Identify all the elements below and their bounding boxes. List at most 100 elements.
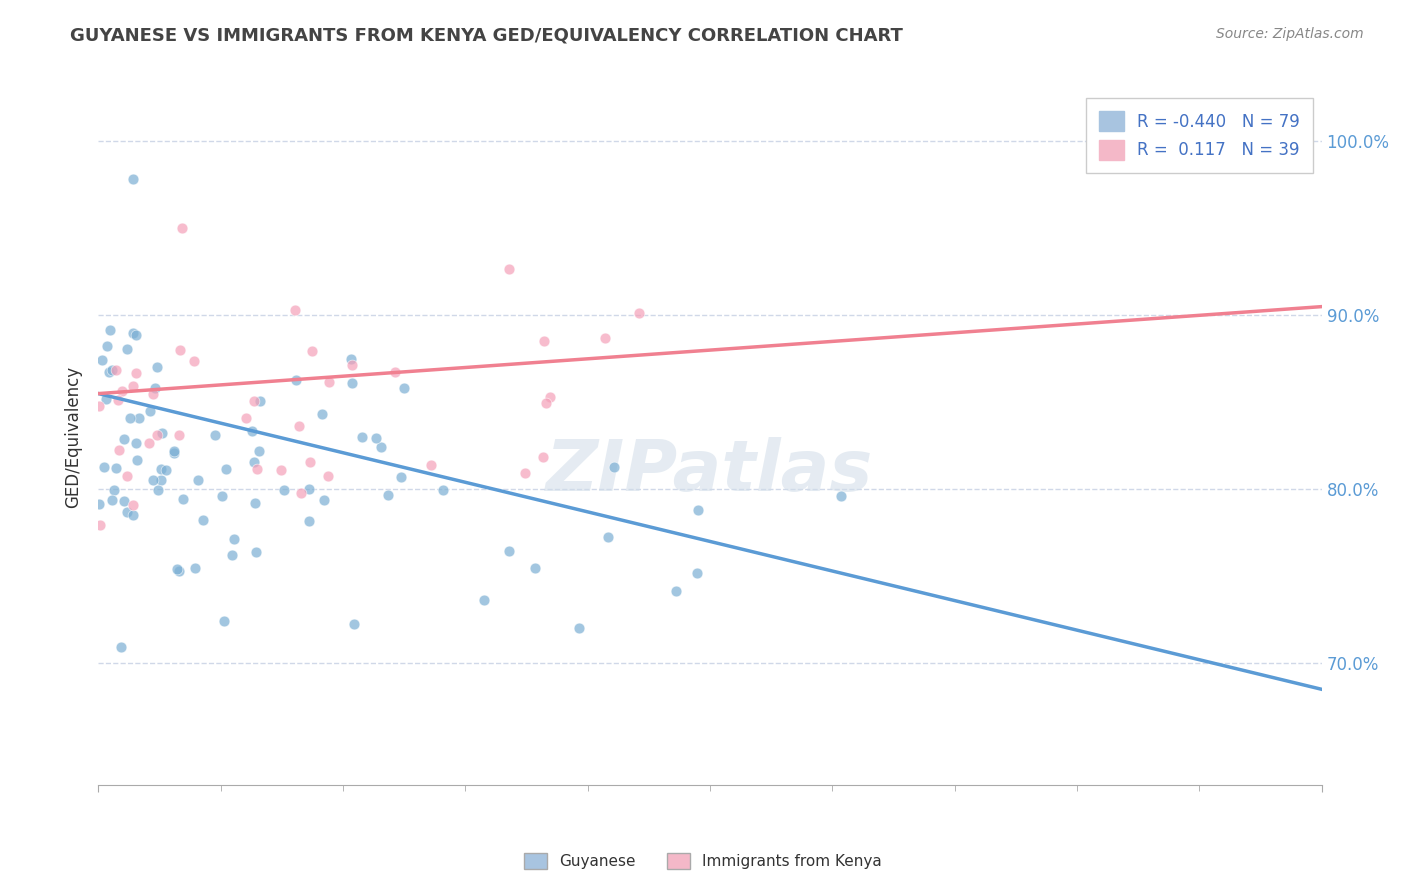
Point: [538, 390, 561, 404]
Point: [472, 593, 495, 607]
Point: [166, 562, 188, 576]
Point: [138, 404, 160, 418]
Point: [235, 411, 257, 425]
Point: [191, 513, 214, 527]
Point: [183, 354, 205, 368]
Point: [108, 443, 131, 458]
Point: [627, 306, 650, 320]
Point: [125, 436, 148, 450]
Point: [169, 427, 191, 442]
Point: [536, 396, 558, 410]
Y-axis label: GED/Equivalency: GED/Equivalency: [65, 366, 83, 508]
Point: [243, 393, 266, 408]
Point: [96, 339, 118, 353]
Point: [125, 366, 148, 380]
Point: [104, 363, 127, 377]
Point: [350, 430, 373, 444]
Point: [167, 564, 190, 578]
Text: ZIPatlas: ZIPatlas: [547, 437, 873, 507]
Point: [394, 381, 416, 395]
Point: [420, 458, 443, 473]
Point: [169, 343, 191, 357]
Point: [97, 365, 120, 379]
Point: [830, 489, 852, 503]
Point: [498, 261, 520, 276]
Point: [316, 469, 339, 483]
Point: [389, 470, 412, 484]
Point: [117, 468, 139, 483]
Point: [270, 463, 292, 477]
Point: [340, 352, 363, 367]
Point: [110, 640, 132, 655]
Point: [143, 381, 166, 395]
Point: [340, 358, 363, 372]
Point: [142, 387, 165, 401]
Point: [146, 359, 169, 374]
Point: [138, 436, 160, 450]
Legend: Guyanese, Immigrants from Kenya: Guyanese, Immigrants from Kenya: [519, 847, 887, 875]
Point: [298, 455, 321, 469]
Point: [240, 424, 263, 438]
Point: [245, 545, 267, 559]
Point: [288, 418, 311, 433]
Point: [121, 498, 143, 512]
Point: [533, 334, 555, 348]
Point: [149, 473, 172, 487]
Point: [100, 362, 122, 376]
Point: [121, 172, 143, 186]
Point: [125, 327, 148, 342]
Point: [149, 462, 172, 476]
Point: [155, 463, 177, 477]
Legend: R = -0.440   N = 79, R =  0.117   N = 39: R = -0.440 N = 79, R = 0.117 N = 39: [1085, 97, 1313, 173]
Point: [568, 621, 591, 635]
Point: [685, 566, 707, 580]
Point: [498, 544, 520, 558]
Point: [533, 450, 555, 465]
Point: [125, 453, 148, 467]
Point: [298, 482, 321, 496]
Point: [163, 444, 186, 458]
Point: [212, 615, 235, 629]
Point: [247, 444, 270, 458]
Point: [312, 493, 335, 508]
Point: [593, 331, 616, 345]
Point: [364, 431, 387, 445]
Point: [249, 394, 271, 409]
Point: [96, 392, 118, 407]
Point: [172, 491, 194, 506]
Text: GUYANESE VS IMMIGRANTS FROM KENYA GED/EQUIVALENCY CORRELATION CHART: GUYANESE VS IMMIGRANTS FROM KENYA GED/EQ…: [70, 27, 903, 45]
Point: [117, 505, 139, 519]
Point: [107, 393, 129, 408]
Point: [120, 410, 142, 425]
Point: [91, 352, 114, 367]
Point: [340, 376, 363, 390]
Point: [343, 616, 366, 631]
Point: [318, 376, 340, 390]
Point: [665, 583, 688, 598]
Point: [688, 503, 710, 517]
Point: [603, 459, 626, 474]
Point: [112, 432, 135, 446]
Point: [311, 407, 333, 421]
Point: [184, 560, 207, 574]
Point: [146, 483, 169, 497]
Text: Source: ZipAtlas.com: Source: ZipAtlas.com: [1216, 27, 1364, 41]
Point: [301, 343, 323, 358]
Point: [370, 440, 392, 454]
Point: [221, 548, 243, 562]
Point: [243, 455, 266, 469]
Point: [215, 461, 238, 475]
Point: [246, 462, 269, 476]
Point: [146, 427, 169, 442]
Point: [103, 483, 125, 497]
Point: [243, 495, 266, 509]
Point: [150, 425, 173, 440]
Point: [114, 494, 136, 508]
Point: [524, 561, 547, 575]
Point: [163, 445, 186, 459]
Point: [290, 485, 312, 500]
Point: [111, 384, 134, 398]
Point: [384, 365, 406, 379]
Point: [273, 483, 295, 498]
Point: [93, 460, 115, 475]
